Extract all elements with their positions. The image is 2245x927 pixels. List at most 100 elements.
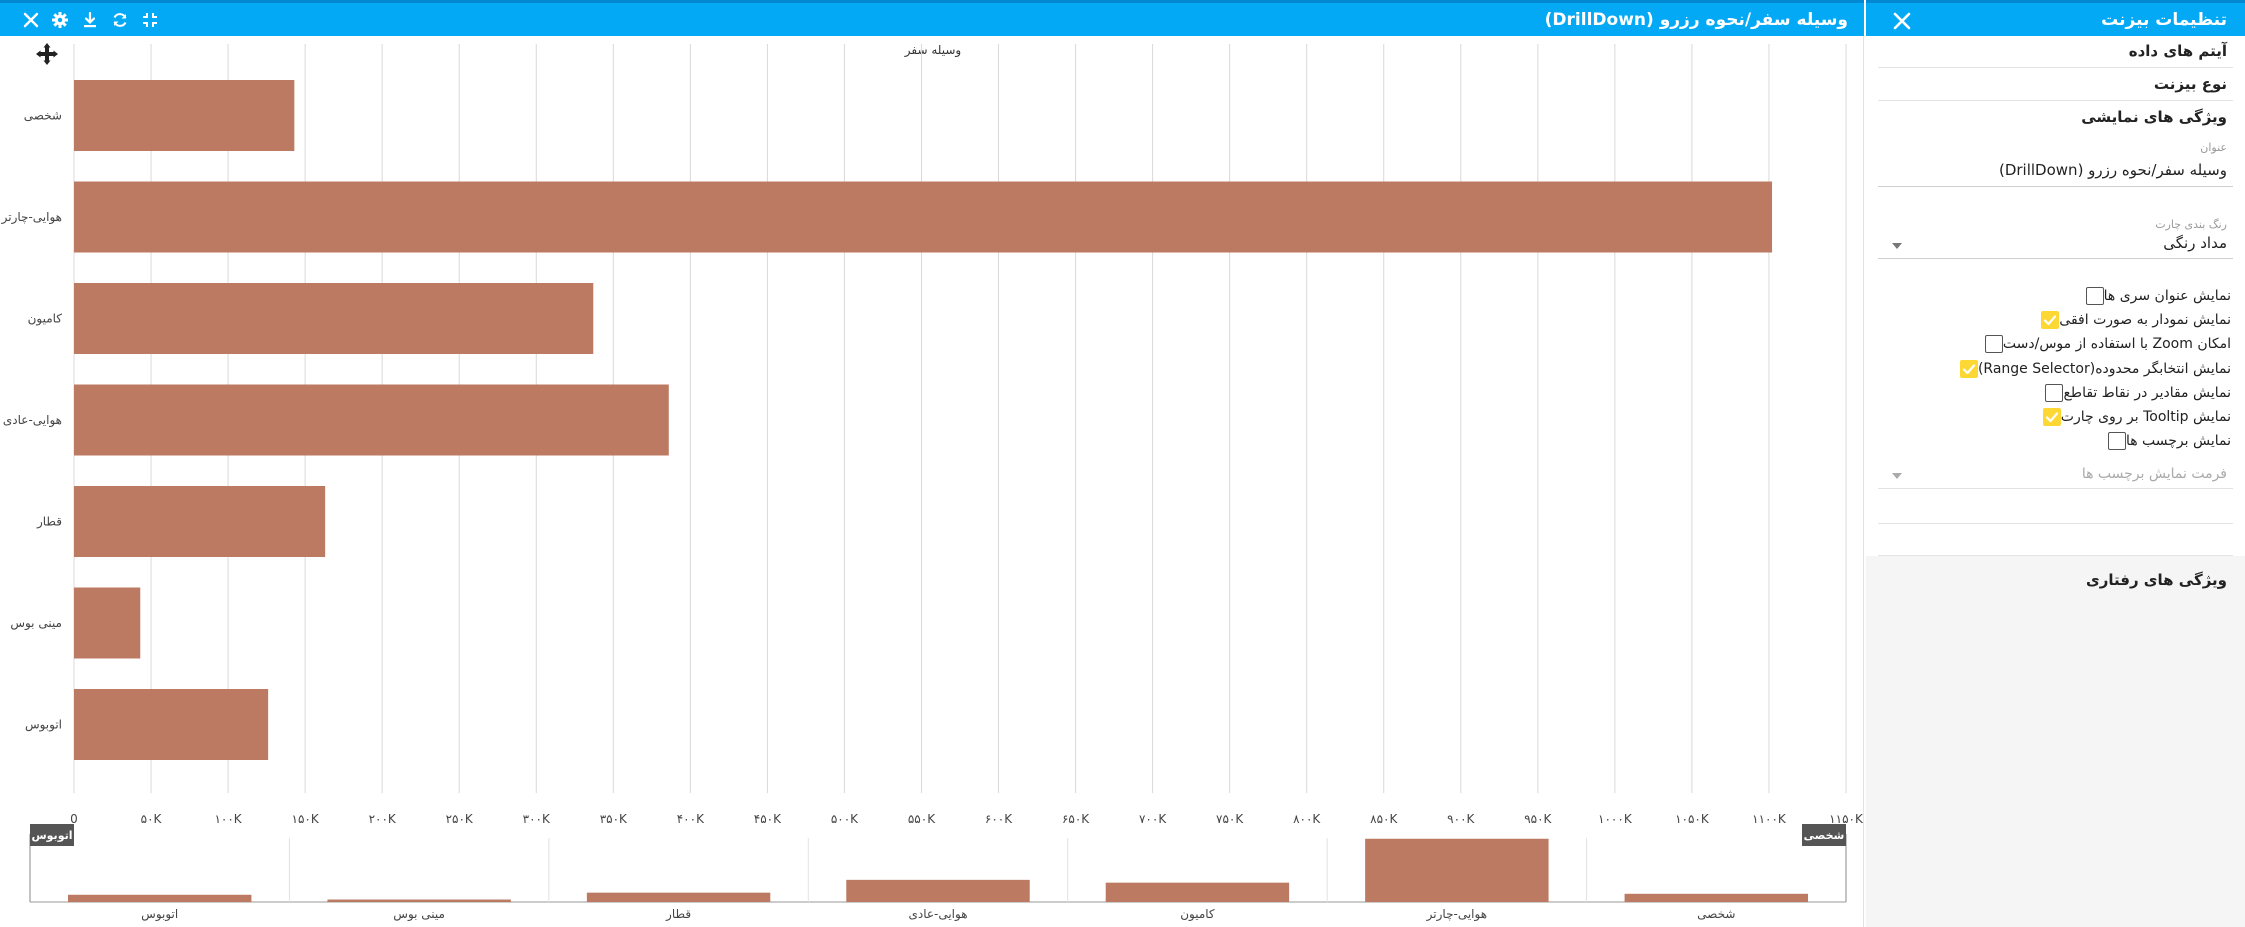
range-category-label: قطار bbox=[665, 907, 691, 922]
range-right-handle[interactable] bbox=[1802, 824, 1846, 846]
x-tick-label: ۱۰۰K bbox=[214, 812, 242, 826]
chart-inner-title: وسیله سفر bbox=[904, 43, 961, 58]
divider bbox=[1878, 523, 2233, 524]
x-tick-label: ۵۵۰K bbox=[908, 812, 936, 826]
y-category-label: مینی بوس bbox=[10, 616, 62, 631]
range-bar bbox=[1624, 893, 1808, 902]
bar[interactable] bbox=[74, 80, 295, 151]
range-right-handle-label: شخصی bbox=[1804, 829, 1845, 842]
x-tick-label: ۸۵۰K bbox=[1370, 812, 1398, 826]
x-tick-label: ۹۵۰K bbox=[1524, 812, 1552, 826]
checkbox[interactable] bbox=[1984, 335, 2003, 354]
range-left-handle[interactable] bbox=[30, 824, 74, 846]
chevron-down-icon[interactable] bbox=[1892, 243, 1902, 249]
y-category-label: هوایی-چارتر bbox=[1, 210, 62, 225]
section-data-items[interactable]: آیتم های داده bbox=[2128, 42, 2227, 60]
range-bar bbox=[327, 899, 511, 902]
y-category-label: شخصی bbox=[24, 109, 62, 123]
range-category-label: هوایی-عادی bbox=[908, 907, 967, 922]
x-tick-label: ۱۰۰۰K bbox=[1598, 812, 1633, 826]
range-category-label: مینی بوس bbox=[393, 907, 445, 922]
range-bar bbox=[846, 879, 1030, 902]
field-underline bbox=[1878, 186, 2233, 187]
x-tick-label: ۷۰۰K bbox=[1139, 812, 1167, 826]
section-display-props[interactable]: ویژگی های نمایشی bbox=[2081, 108, 2227, 126]
checkbox-checked[interactable] bbox=[2042, 408, 2061, 426]
option-label: نمایش برچسب ها bbox=[2125, 433, 2231, 450]
divider bbox=[1878, 100, 2233, 101]
checkbox-checked[interactable] bbox=[1959, 359, 1978, 378]
bar[interactable] bbox=[74, 283, 594, 354]
x-tick-label: ۳۰۰K bbox=[523, 812, 551, 826]
option-row[interactable]: نمایش عنوان سری ها bbox=[2076, 285, 2231, 307]
range-bar bbox=[1365, 838, 1549, 902]
bar[interactable] bbox=[74, 181, 1773, 253]
x-tick-label: ۹۰۰K bbox=[1447, 812, 1475, 826]
y-category-label: کامیون bbox=[28, 312, 63, 327]
x-tick-label: 0 bbox=[70, 812, 78, 826]
y-category-label: هوایی-عادی bbox=[3, 413, 62, 428]
y-category-label: اتوبوس bbox=[25, 718, 62, 733]
option-label: نمایش نمودار به صورت افقی bbox=[2059, 312, 2231, 329]
option-row[interactable]: نمایش انتخابگر محدوده(Range Selector) bbox=[1950, 358, 2231, 380]
chart-header: وسیله سفر/نحوه رزرو (DrillDown) bbox=[0, 0, 1864, 36]
x-tick-label: ۱۱۵۰K bbox=[1829, 812, 1864, 826]
x-tick-label: ۲۵۰K bbox=[446, 812, 474, 826]
coloring-select[interactable]: مداد رنگی bbox=[2163, 234, 2227, 252]
range-category-label: شخصی bbox=[1697, 907, 1735, 921]
divider bbox=[1878, 555, 2233, 556]
field-underline bbox=[1878, 258, 2233, 259]
bar[interactable] bbox=[74, 486, 326, 557]
gear-icon[interactable] bbox=[48, 8, 72, 32]
bar[interactable] bbox=[74, 587, 141, 659]
section-widget-type[interactable]: نوع بیزنت bbox=[2153, 75, 2227, 93]
chevron-down-icon[interactable] bbox=[1892, 473, 1902, 479]
range-bar bbox=[68, 894, 252, 902]
x-tick-label: ۶۵۰K bbox=[1062, 812, 1090, 826]
range-category-label: کامیون bbox=[1180, 907, 1215, 922]
x-tick-label: ۳۵۰K bbox=[600, 812, 628, 826]
x-tick-label: ۱۰۵۰K bbox=[1675, 812, 1710, 826]
option-row[interactable]: نمایش نمودار به صورت افقی bbox=[2031, 309, 2231, 331]
x-tick-label: ۴۵۰K bbox=[754, 812, 782, 826]
download-icon[interactable] bbox=[78, 8, 102, 32]
divider bbox=[1878, 67, 2233, 68]
y-category-label: قطار bbox=[36, 515, 62, 530]
option-row[interactable]: امکان Zoom با استفاده از موس/دست bbox=[1975, 333, 2231, 355]
chart-panel: وسیله سفر/نحوه رزرو (DrillDown) bbox=[0, 0, 1864, 927]
range-category-label: اتوبوس bbox=[141, 907, 178, 922]
title-field-input[interactable]: وسیله سفر/نحوه رزرو (DrillDown) bbox=[1998, 161, 2227, 179]
option-row[interactable]: نمایش Tooltip بر روی چارت bbox=[2033, 406, 2231, 428]
refresh-icon[interactable] bbox=[108, 8, 132, 32]
checkbox[interactable] bbox=[2085, 287, 2104, 305]
option-label: نمایش عنوان سری ها bbox=[2103, 288, 2231, 304]
bar-chart: وسیله سفر شخصی هوایی-چارتر کامیون هوایی-عاد… bbox=[1, 43, 1864, 922]
x-tick-label: ۲۰۰K bbox=[369, 812, 397, 826]
settings-panel: تنظیمات بیزنت آیتم های داده نوع بیزنت وی… bbox=[1866, 0, 2245, 927]
x-tick-label: ۱۵۰K bbox=[292, 812, 320, 826]
section-behavior-props[interactable]: ویژگی های رفتاری bbox=[2085, 571, 2227, 589]
field-underline bbox=[1878, 488, 2233, 489]
x-tick-label: ۸۰۰K bbox=[1293, 812, 1321, 826]
label-format-select[interactable]: فرمت نمایش برچسب ها bbox=[2081, 466, 2227, 482]
move-icon[interactable] bbox=[35, 42, 59, 66]
option-row[interactable]: نمایش مقادیر در نقاط تقاطع bbox=[2035, 382, 2231, 404]
settings-title: تنظیمات بیزنت bbox=[2101, 10, 2227, 30]
bar[interactable] bbox=[74, 384, 669, 456]
checkbox[interactable] bbox=[2107, 432, 2126, 451]
collapse-icon[interactable] bbox=[138, 8, 162, 32]
coloring-field-label: رنگ بندی چارت bbox=[2155, 218, 2227, 231]
x-tick-label: ۵۰۰K bbox=[831, 812, 859, 826]
close-icon[interactable] bbox=[19, 8, 43, 32]
x-tick-label: ۷۵۰K bbox=[1216, 812, 1244, 826]
x-tick-label: ۵۰K bbox=[141, 812, 163, 826]
option-label: نمایش انتخابگر محدوده(Range Selector) bbox=[1977, 360, 2231, 377]
option-row[interactable]: نمایش برچسب ها bbox=[2098, 430, 2231, 452]
bar[interactable] bbox=[74, 689, 269, 760]
checkbox-checked[interactable] bbox=[2041, 311, 2060, 330]
range-bar bbox=[1105, 882, 1290, 902]
checkbox[interactable] bbox=[2045, 383, 2064, 402]
title-field-label: عنوان bbox=[2200, 141, 2227, 154]
option-label: نمایش Tooltip بر روی چارت bbox=[2060, 409, 2231, 425]
close-icon[interactable] bbox=[1890, 9, 1914, 33]
